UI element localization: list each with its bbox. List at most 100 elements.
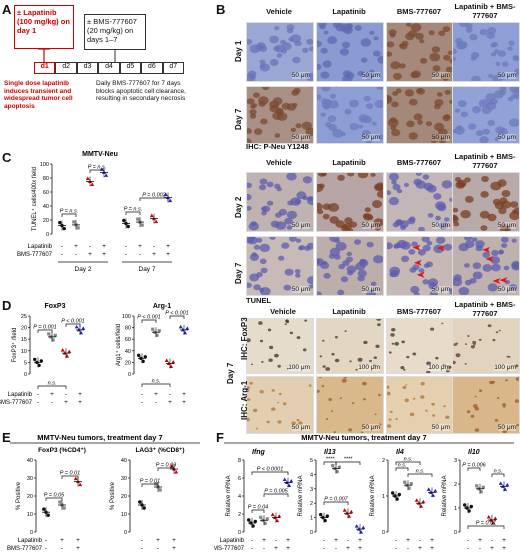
data-point <box>486 515 491 519</box>
sign: - <box>139 251 141 258</box>
row-label: Day 2 <box>234 196 243 218</box>
sign: - <box>323 545 325 552</box>
p-value: P = 0.01 <box>60 471 80 477</box>
p-value: P < 0.0001 <box>257 467 284 473</box>
sign: - <box>169 391 171 398</box>
tick-label: 100 <box>122 314 131 320</box>
data-point <box>151 327 155 331</box>
tick-label: 30 <box>27 476 33 482</box>
sign: - <box>157 545 159 552</box>
significance-bracket <box>37 385 67 389</box>
chart-title: Arg-1 <box>153 303 171 310</box>
sign: + <box>502 545 506 552</box>
data-point <box>426 487 431 491</box>
data-point <box>81 326 86 330</box>
micrograph-image: 50 μm <box>452 376 520 434</box>
row-label: Lapatinib <box>8 392 33 398</box>
row-label: Day 7 <box>234 108 243 130</box>
sign: + <box>334 537 338 544</box>
tick-label: 100 <box>40 162 49 168</box>
gene-title: Il10 <box>468 449 480 456</box>
data-point <box>157 329 161 333</box>
tick-label: 1 <box>382 494 385 500</box>
col-header: Lapatinib <box>332 7 366 16</box>
sign: - <box>467 537 469 544</box>
data-point <box>138 500 142 504</box>
scale-bar: 50 μm <box>361 134 380 141</box>
data-point <box>76 226 80 230</box>
timeline: d1 d2 d3 d4 d5 d6 d7 <box>34 62 184 74</box>
data-point <box>505 482 510 487</box>
row-label: BMS-777607 <box>214 546 245 552</box>
sign: + <box>88 251 92 258</box>
p-value: P = 0.03 <box>156 463 177 469</box>
section-header: MMTV-Neu tumors, treatment day 7 <box>301 433 426 442</box>
data-point <box>185 326 190 330</box>
sign: + <box>262 537 266 544</box>
flow-chart: MMTV-Neu tumors, treatment day 7 0 10 20 30 4… <box>7 433 200 552</box>
p-value: n.s. <box>152 379 161 385</box>
data-point <box>325 514 329 518</box>
sign: - <box>125 243 127 250</box>
p-value: P < 0.001 <box>165 311 189 317</box>
data-point <box>337 465 341 469</box>
significance-bracket <box>61 475 79 479</box>
scale-bar: 50 μm <box>431 222 450 229</box>
data-point <box>421 499 426 504</box>
data-point <box>263 521 267 525</box>
sign: - <box>45 545 47 552</box>
tick-label: 0 <box>238 530 241 536</box>
sign: + <box>346 545 350 552</box>
p-value: P = 0.05 <box>44 493 65 499</box>
micrograph-image: 50 μm <box>452 236 520 296</box>
row-label: Lapatinib <box>28 244 53 250</box>
panel-label-e: E <box>2 430 11 445</box>
col-header: Vehicle <box>270 307 296 316</box>
significance-bracket <box>407 473 433 477</box>
col-header: Lapatinib + BMS-777607 <box>454 2 516 20</box>
data-point <box>73 476 78 481</box>
data-point <box>60 348 65 352</box>
scale-bar: 100 μm <box>428 364 450 371</box>
sign: - <box>61 251 63 258</box>
row-label: Lapatinib <box>18 538 43 544</box>
p-value: P = n.s. <box>88 165 107 171</box>
sign: + <box>76 537 80 544</box>
y-axis-label: % Positive <box>16 481 22 510</box>
data-point <box>361 525 366 530</box>
data-point <box>140 223 144 227</box>
data-point <box>47 332 51 336</box>
col-header: Lapatinib + BMS-777607 <box>454 152 516 170</box>
y-axis-label: Relative mRNA <box>442 475 448 516</box>
significance-bracket <box>491 473 505 477</box>
data-point <box>265 517 269 521</box>
scale-bar: 50 μm <box>361 286 380 293</box>
sign: + <box>168 399 172 406</box>
sign: + <box>430 545 434 552</box>
data-point <box>354 524 359 528</box>
sign: - <box>335 545 337 552</box>
ihc-title: IHC: P-Neu Y1248 <box>246 142 309 151</box>
data-point <box>58 500 62 504</box>
tick-label: 2 <box>382 458 385 464</box>
sign: - <box>51 399 53 406</box>
y-axis-label: Relative mRNA <box>226 475 232 516</box>
micrograph-image: 50 μm <box>452 86 520 144</box>
sign: + <box>74 243 78 250</box>
data-point <box>149 213 154 218</box>
scale-bar: 50 μm <box>431 286 450 293</box>
col-header: Lapatinib + BMS-777607 <box>454 300 516 318</box>
tick-label: 3 <box>454 458 457 464</box>
sign: - <box>251 537 253 544</box>
sign: - <box>37 391 39 398</box>
data-point <box>475 484 479 488</box>
tick-label: 4 <box>238 494 241 500</box>
micrograph-image: 50 μm <box>246 22 314 82</box>
sign: + <box>286 545 290 552</box>
sign: + <box>502 537 506 544</box>
tick-label: 0 <box>128 372 131 378</box>
row-label: BMS-777607 <box>17 252 53 258</box>
data-point <box>289 479 294 483</box>
tick-label: 80 <box>125 326 131 332</box>
